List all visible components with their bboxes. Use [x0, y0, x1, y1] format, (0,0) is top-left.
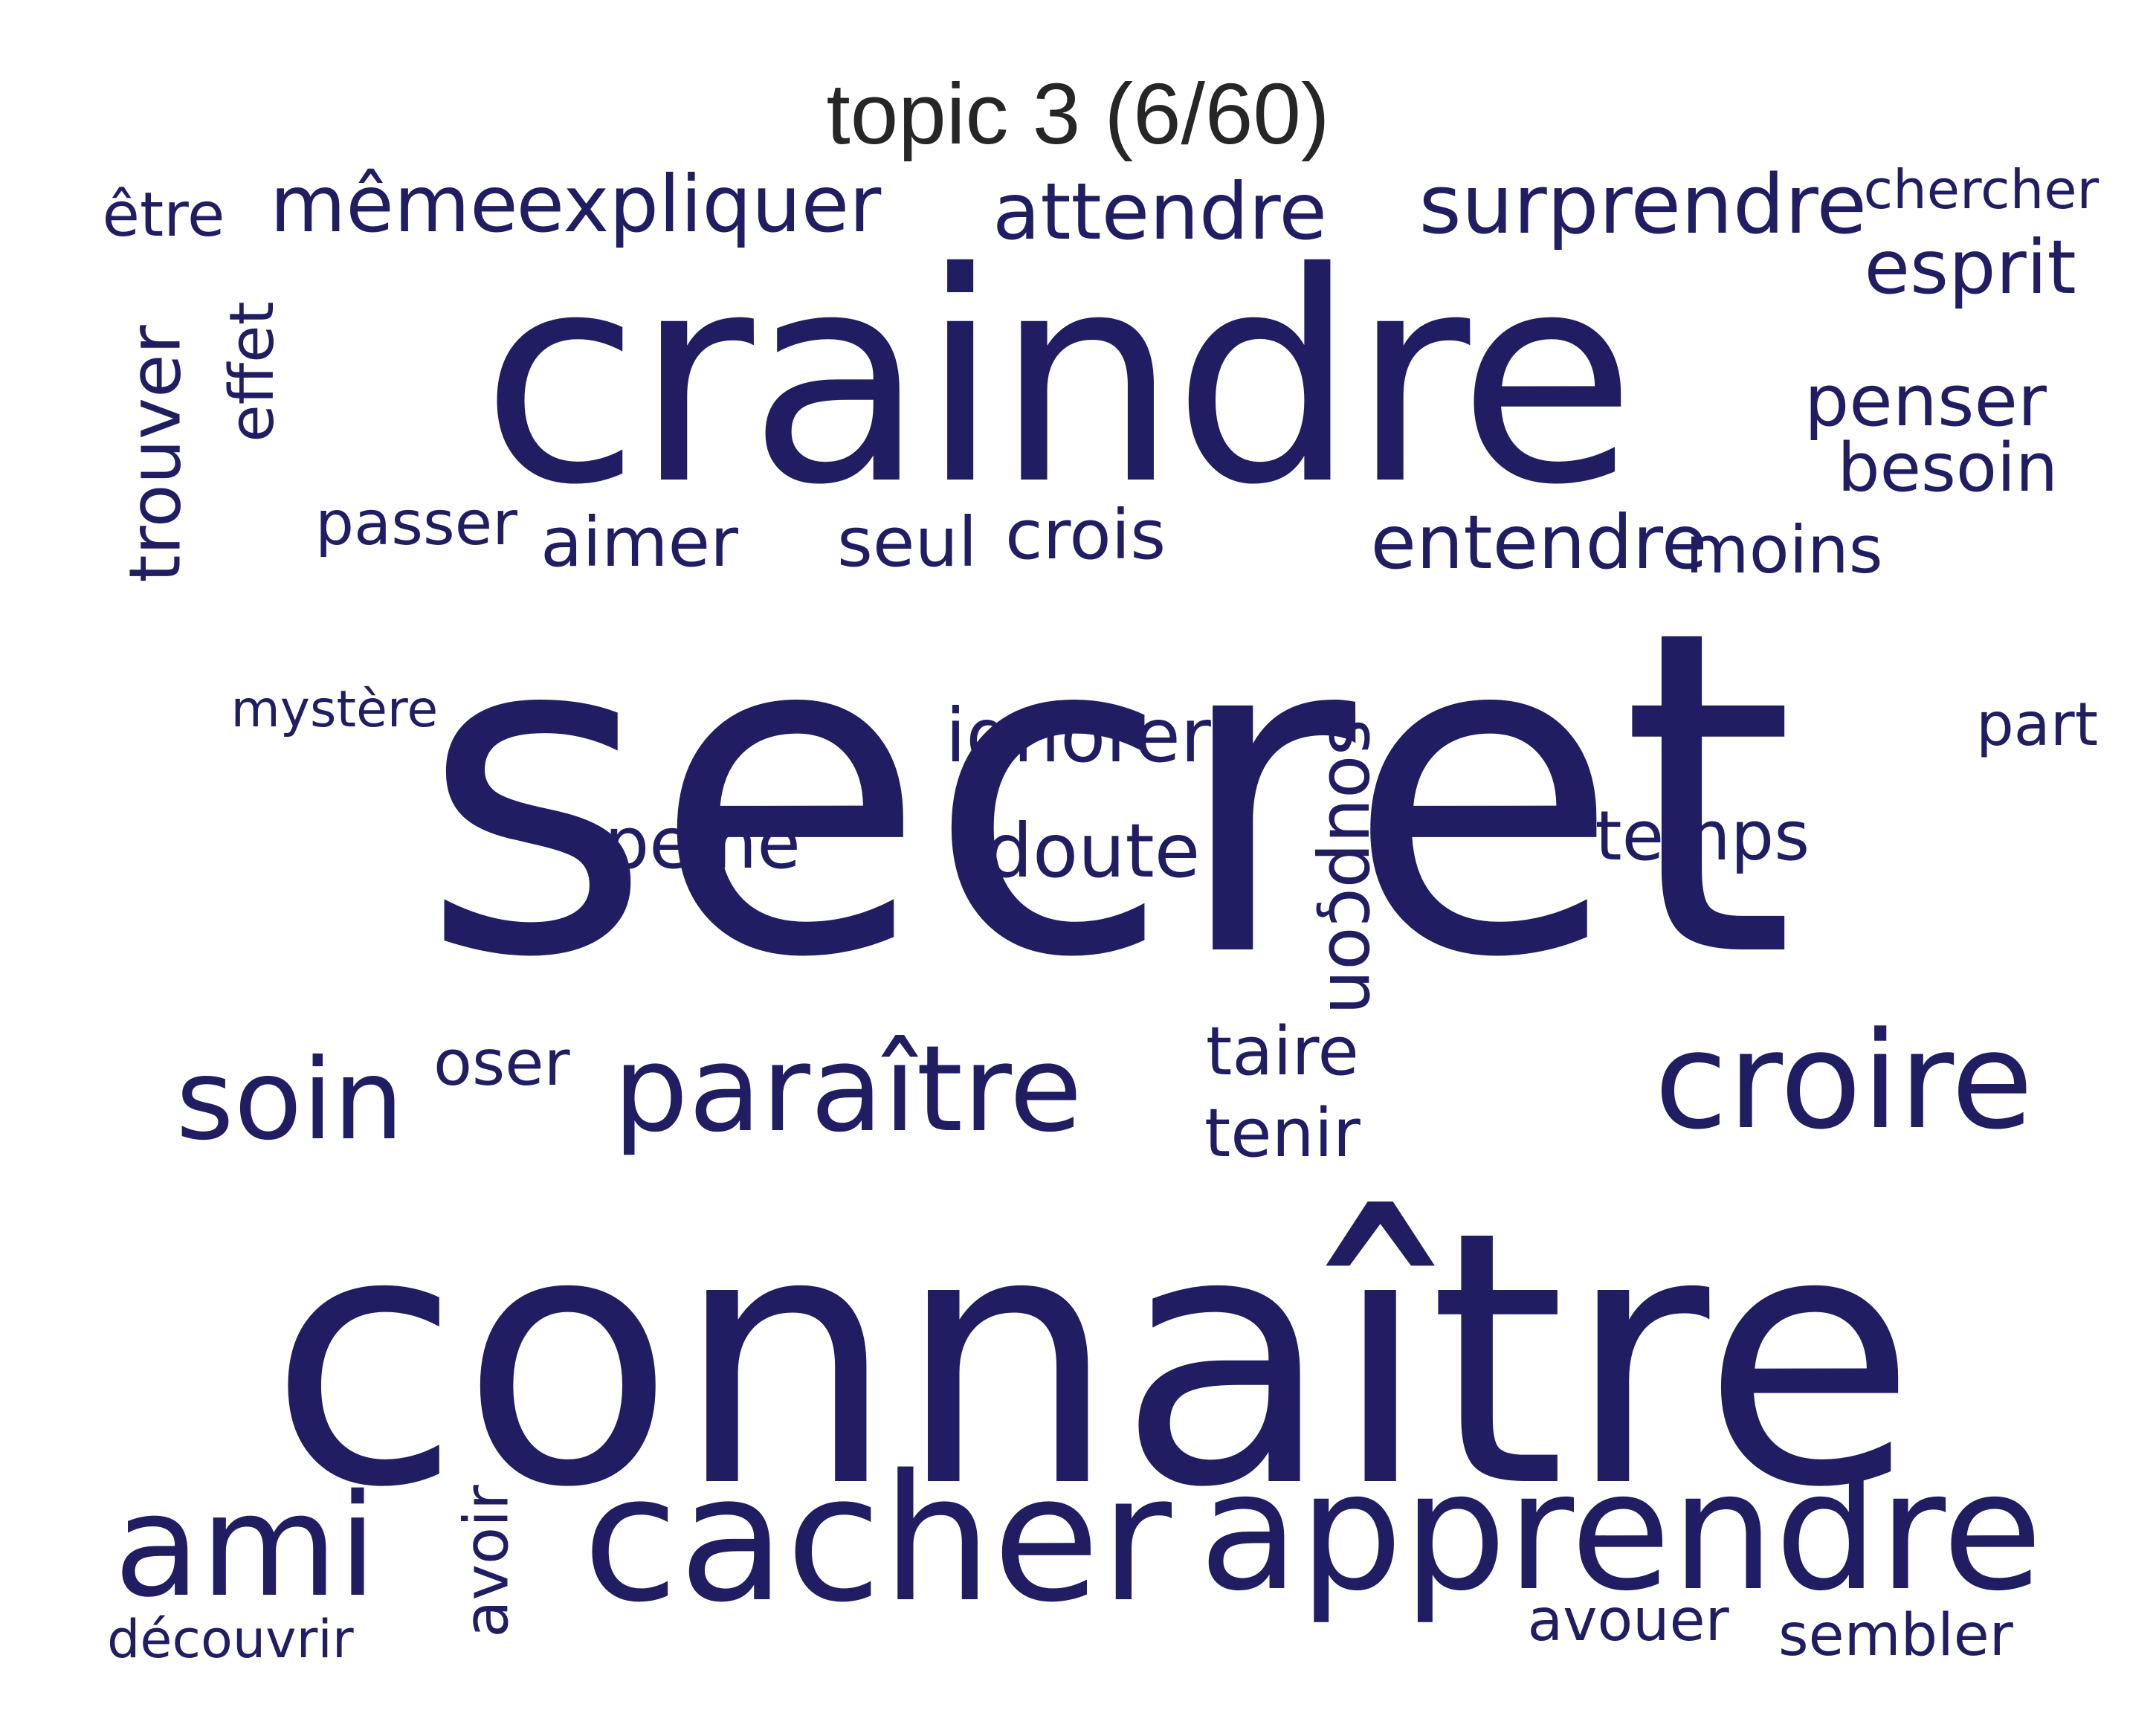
word-7: croire — [1654, 1004, 2033, 1159]
word-29: moins — [1685, 512, 1883, 588]
word-28: besoin — [1837, 429, 2059, 507]
word-23: penser — [1804, 360, 2047, 442]
word-40: mystère — [230, 680, 439, 739]
word-19: temps — [1595, 796, 1810, 876]
word-30: oser — [433, 1026, 570, 1100]
word-8: paraître — [613, 1019, 1082, 1158]
word-6: ami — [114, 1464, 378, 1628]
word-26: taire — [1206, 1013, 1359, 1091]
word-5: apprendre — [1198, 1436, 2043, 1627]
word-36: avouer — [1527, 1587, 1729, 1654]
word-17: esprit — [1864, 224, 2076, 311]
word-16: entendre — [1370, 499, 1708, 586]
word-22: aimer — [540, 503, 738, 582]
word-37: part — [1976, 690, 2099, 759]
word-39: découvrir — [107, 1609, 354, 1670]
word-34: être — [102, 180, 225, 251]
word-9: soin — [175, 1036, 404, 1165]
word-10: surprendre — [1418, 157, 1868, 252]
word-35: sembler — [1778, 1602, 2013, 1669]
word-4: cacher — [582, 1437, 1172, 1641]
word-2: connaître — [268, 1157, 1917, 1564]
word-24: soupçon — [1312, 717, 1395, 1015]
word-21: seul — [837, 503, 978, 582]
word-38: chercher — [1863, 158, 2099, 221]
word-11: attendre — [993, 166, 1327, 257]
word-14: ignorer — [945, 692, 1211, 779]
word-15: doute — [985, 807, 1201, 894]
word-27: tenir — [1204, 1094, 1361, 1172]
word-31: effet — [216, 301, 288, 442]
word-33: avoir — [451, 1485, 523, 1638]
word-3: craindre — [481, 210, 1636, 548]
word-18: peine — [604, 802, 801, 885]
word-13: même — [270, 158, 518, 250]
word-25: trouver — [114, 324, 197, 583]
word-12: expliquer — [516, 158, 882, 250]
chart-title: topic 3 (6/60) — [826, 65, 1330, 162]
word-32: passer — [315, 488, 517, 559]
word-1: secret — [420, 535, 1795, 1055]
word-20: crois — [1005, 495, 1166, 575]
